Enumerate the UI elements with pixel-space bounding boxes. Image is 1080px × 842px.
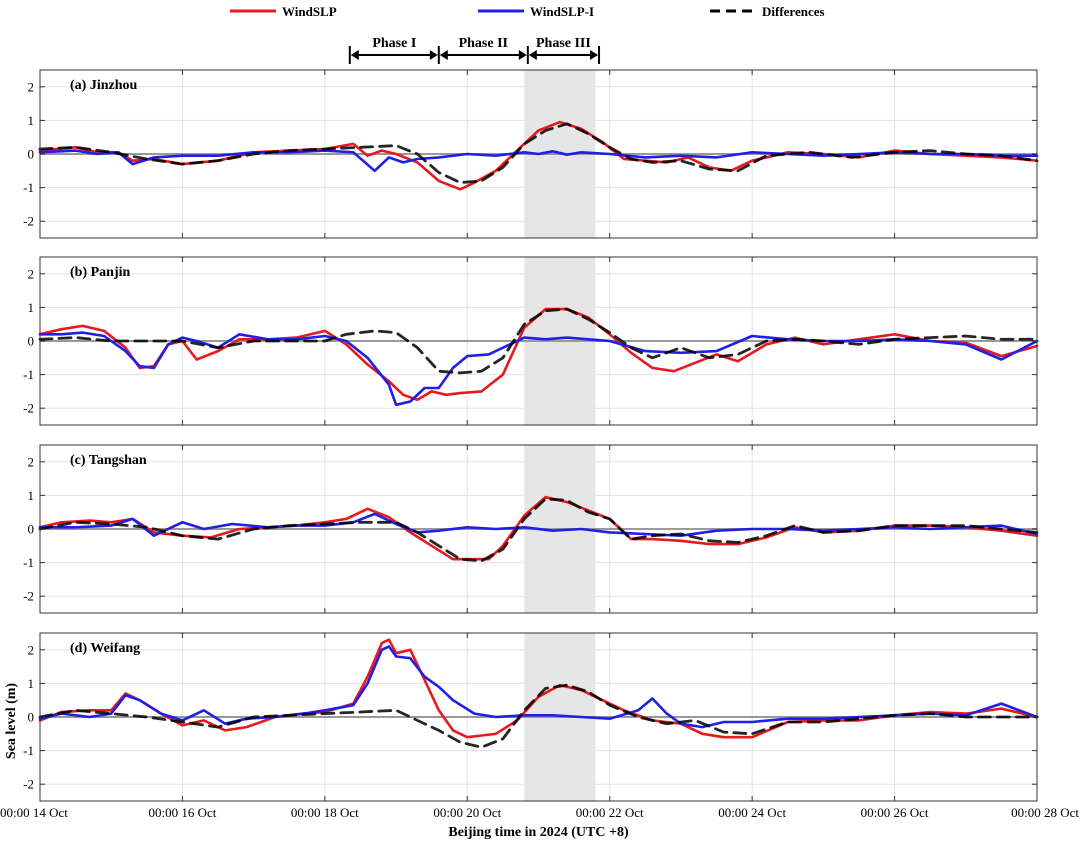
y-tick-label: 2 (28, 642, 35, 657)
y-tick-label: 0 (28, 147, 35, 162)
series-differences-line (38, 122, 1039, 185)
y-tick-label: 0 (28, 522, 35, 537)
phase-label-0: Phase I (372, 36, 416, 51)
y-tick-label: -1 (23, 743, 34, 758)
panels: 2 1 0 -1 -2 (a) Jinzhou 2 1 0 -1 -2 (b) Panjin 2 1 0 -1… (23, 69, 1039, 802)
series-differences-line (38, 307, 1039, 375)
y-tick-label: -1 (23, 555, 34, 570)
panel-0: 2 1 0 -1 -2 (a) Jinzhou (23, 69, 1039, 239)
x-tick-labels: 00:00 14 Oct 00:00 16 Oct 00:00 18 Oct 00:0… (0, 805, 1079, 820)
y-tick-label: 2 (28, 79, 35, 94)
y-tick-label: 1 (28, 488, 35, 503)
phase-label-2: Phase III (536, 36, 591, 51)
x-tick-label: 00:00 14 Oct (0, 805, 68, 820)
x-tick-label: 00:00 20 Oct (433, 805, 501, 820)
series-windslp-i-line (38, 149, 1039, 173)
y-tick-label: 1 (28, 113, 35, 128)
panel-3: 2 1 0 -1 -2 (d) Weifang (23, 632, 1039, 802)
phase-arrowhead-right-1 (518, 50, 527, 60)
x-tick-label: 00:00 16 Oct (148, 805, 216, 820)
panel-label: (b) Panjin (70, 265, 131, 280)
y-tick-label: -2 (23, 589, 34, 604)
x-axis-title: Beijing time in 2024 (UTC +8) (448, 825, 629, 840)
legend-label-1: WindSLP-I (530, 4, 594, 19)
y-tick-label: -1 (23, 367, 34, 382)
y-tick-label: -2 (23, 777, 34, 792)
phase-label-1: Phase II (459, 36, 508, 51)
y-tick-label: -2 (23, 401, 34, 416)
phase-annotations: Phase I Phase II Phase III (348, 36, 601, 64)
legend: WindSLP WindSLP-I Differences (230, 4, 825, 19)
series-windslp-i-line (38, 645, 1039, 729)
y-axis-title: Sea level (m) (4, 683, 19, 760)
phase-arrowhead-left-0 (350, 50, 359, 60)
x-tick-label: 00:00 18 Oct (291, 805, 359, 820)
y-tick-label: -1 (23, 180, 34, 195)
phase-arrowhead-right-2 (590, 50, 599, 60)
panel-1: 2 1 0 -1 -2 (b) Panjin (23, 256, 1039, 426)
x-tick-label: 00:00 26 Oct (861, 805, 929, 820)
panel-label: (a) Jinzhou (70, 78, 138, 93)
series-windslp-i-line (38, 512, 1039, 538)
series-differences-line (38, 683, 1039, 749)
x-tick-label: 00:00 22 Oct (576, 805, 644, 820)
panel-2: 2 1 0 -1 -2 (c) Tangshan (23, 444, 1039, 614)
x-tick-label: 00:00 24 Oct (718, 805, 786, 820)
y-tick-label: -2 (23, 214, 34, 229)
phase-arrowhead-left-1 (439, 50, 448, 60)
y-tick-label: 0 (28, 710, 35, 725)
phase-arrowhead-right-0 (429, 50, 438, 60)
panel-label: (d) Weifang (70, 641, 140, 656)
series-windslp-i-line (38, 331, 1039, 407)
y-tick-label: 0 (28, 334, 35, 349)
panel-label: (c) Tangshan (70, 453, 147, 468)
y-tick-label: 2 (28, 266, 35, 281)
x-tick-label: 00:00 28 Oct (1011, 805, 1079, 820)
y-tick-label: 1 (28, 676, 35, 691)
y-tick-label: 2 (28, 454, 35, 469)
phase-arrowhead-left-2 (528, 50, 537, 60)
legend-label-0: WindSLP (282, 4, 337, 19)
legend-label-2: Differences (762, 4, 825, 19)
y-tick-label: 1 (28, 300, 35, 315)
